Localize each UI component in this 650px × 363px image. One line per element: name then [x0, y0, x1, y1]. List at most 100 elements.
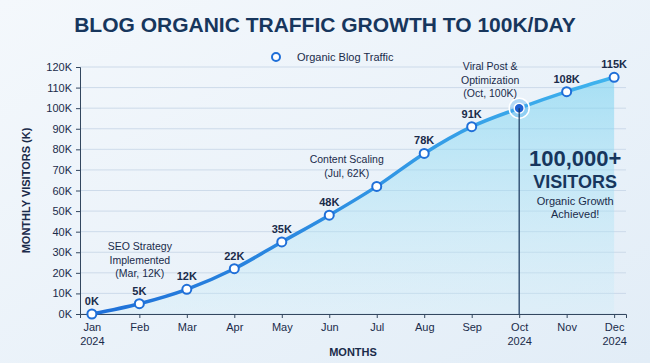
y-tick: 60K: [52, 185, 80, 197]
tick-mark: [76, 273, 80, 274]
point: [372, 182, 381, 191]
callout-text: 100,000+: [529, 146, 621, 171]
x-tick-label: Mar: [178, 321, 197, 333]
annotation: Viral Post &: [463, 60, 518, 72]
data-label: 22K: [224, 250, 244, 262]
tick-mark: [76, 88, 80, 89]
tick-mark: [76, 149, 80, 150]
y-tick: 10K: [52, 287, 80, 299]
data-label: 0K: [85, 295, 99, 307]
annotation: Implemented: [109, 254, 170, 266]
callout-text: Organic Growth: [537, 195, 614, 207]
x-tick-label: Nov: [557, 321, 577, 333]
highlight-line: [519, 108, 520, 314]
point: [135, 299, 144, 308]
y-tick-label: 70K: [52, 164, 72, 176]
series-line: [92, 77, 614, 314]
title: BLOG ORGANIC TRAFFIC GROWTH TO 100K/DAY: [74, 13, 576, 36]
tick-mark: [76, 170, 80, 171]
point: [182, 285, 191, 294]
tick-mark: [614, 314, 615, 318]
data-label: 91K: [462, 108, 482, 120]
y-tick-label: 60K: [52, 185, 72, 197]
x-tick-label: Aug: [415, 321, 435, 333]
point: [562, 87, 571, 96]
annotation: (Oct, 100K): [463, 87, 517, 99]
x-tick: Apr: [226, 314, 243, 333]
background: [0, 0, 650, 363]
annotation: Optimization: [461, 74, 520, 86]
y-tick: 0K: [59, 308, 80, 320]
y-axis: 0K10K20K30K40K50K60K70K80K90K100K110K120…: [46, 61, 80, 320]
x-tick-label: May: [272, 321, 293, 333]
tick-mark: [282, 314, 283, 318]
x-tick-label: Apr: [226, 321, 243, 333]
x-axis-title: MONTHS: [329, 346, 377, 358]
chart-svg: 0K10K20K30K40K50K60K70K80K90K100K110K120…: [0, 0, 650, 363]
callout-text: VISITORS: [533, 172, 617, 192]
x-tick: Feb: [130, 314, 149, 333]
y-axis-title: MONTHLY VISITORS (K): [20, 127, 32, 253]
tick-mark: [187, 314, 188, 318]
x-tick-label: Feb: [130, 321, 149, 333]
legend-marker: [272, 53, 280, 61]
legend-label: Organic Blog Traffic: [297, 51, 394, 63]
data-label: 5K: [132, 285, 146, 297]
callout: 100,000+VISITORS Organic GrowthAchieved!: [529, 146, 621, 220]
point: [230, 264, 239, 273]
x-tick-label: Oct2024: [507, 321, 531, 347]
point: [420, 149, 429, 158]
point: [610, 73, 619, 82]
point: [277, 237, 286, 246]
plot-area: [87, 73, 618, 319]
data-label: 108K: [554, 73, 580, 85]
grid-line: [80, 67, 626, 68]
legend: Organic Blog Traffic: [262, 51, 394, 63]
y-tick: 50K: [52, 205, 80, 217]
y-tick: 100K: [46, 102, 80, 114]
x-tick-label: Jun: [321, 321, 339, 333]
y-tick: 40K: [52, 226, 80, 238]
tick-mark: [472, 314, 473, 318]
y-tick-label: 120K: [46, 61, 72, 73]
tick-mark: [377, 314, 378, 318]
chart-container: 0K10K20K30K40K50K60K70K80K90K100K110K120…: [0, 0, 650, 363]
y-tick: 80K: [52, 143, 80, 155]
axis-line: [81, 315, 627, 319]
y-tick: 70K: [52, 164, 80, 176]
grid: [80, 67, 626, 314]
tick-mark: [76, 252, 80, 253]
annotation: (Jul, 62K): [324, 167, 369, 179]
annotation: SEO Strategy: [108, 240, 173, 252]
tick-mark: [76, 293, 80, 294]
tick-mark: [76, 67, 80, 68]
y-tick: 20K: [52, 267, 80, 279]
data-label: 35K: [272, 223, 292, 235]
y-tick-label: 50K: [52, 205, 72, 217]
tick-mark: [76, 129, 80, 130]
x-tick: Mar: [178, 314, 197, 333]
x-tick: Jul: [370, 314, 384, 333]
callout-text: Achieved!: [551, 208, 599, 220]
annotation: Content Scaling: [310, 153, 384, 165]
tick-mark: [76, 108, 80, 109]
axis-line: [76, 68, 81, 315]
tick-mark: [567, 314, 568, 318]
y-tick-label: 40K: [52, 226, 72, 238]
point: [467, 122, 476, 131]
y-tick-label: 30K: [52, 246, 72, 258]
x-tick: Aug: [415, 314, 435, 333]
y-tick-label: 100K: [46, 102, 72, 114]
tick-mark: [329, 314, 330, 318]
data-labels: 0K5K12K22K35K48K78K91K108K115K: [85, 58, 627, 307]
tick-mark: [519, 314, 520, 318]
tick-mark: [424, 314, 425, 318]
data-label: 12K: [177, 270, 197, 282]
x-tick-label: Jul: [370, 321, 384, 333]
annotations: SEO StrategyImplemented(Mar, 12K)Content…: [108, 60, 520, 279]
x-tick: Dec2024: [602, 314, 626, 347]
y-tick: 90K: [52, 123, 80, 135]
grid-line: [80, 87, 626, 88]
data-label: 115K: [601, 58, 627, 70]
tick-mark: [234, 314, 235, 318]
